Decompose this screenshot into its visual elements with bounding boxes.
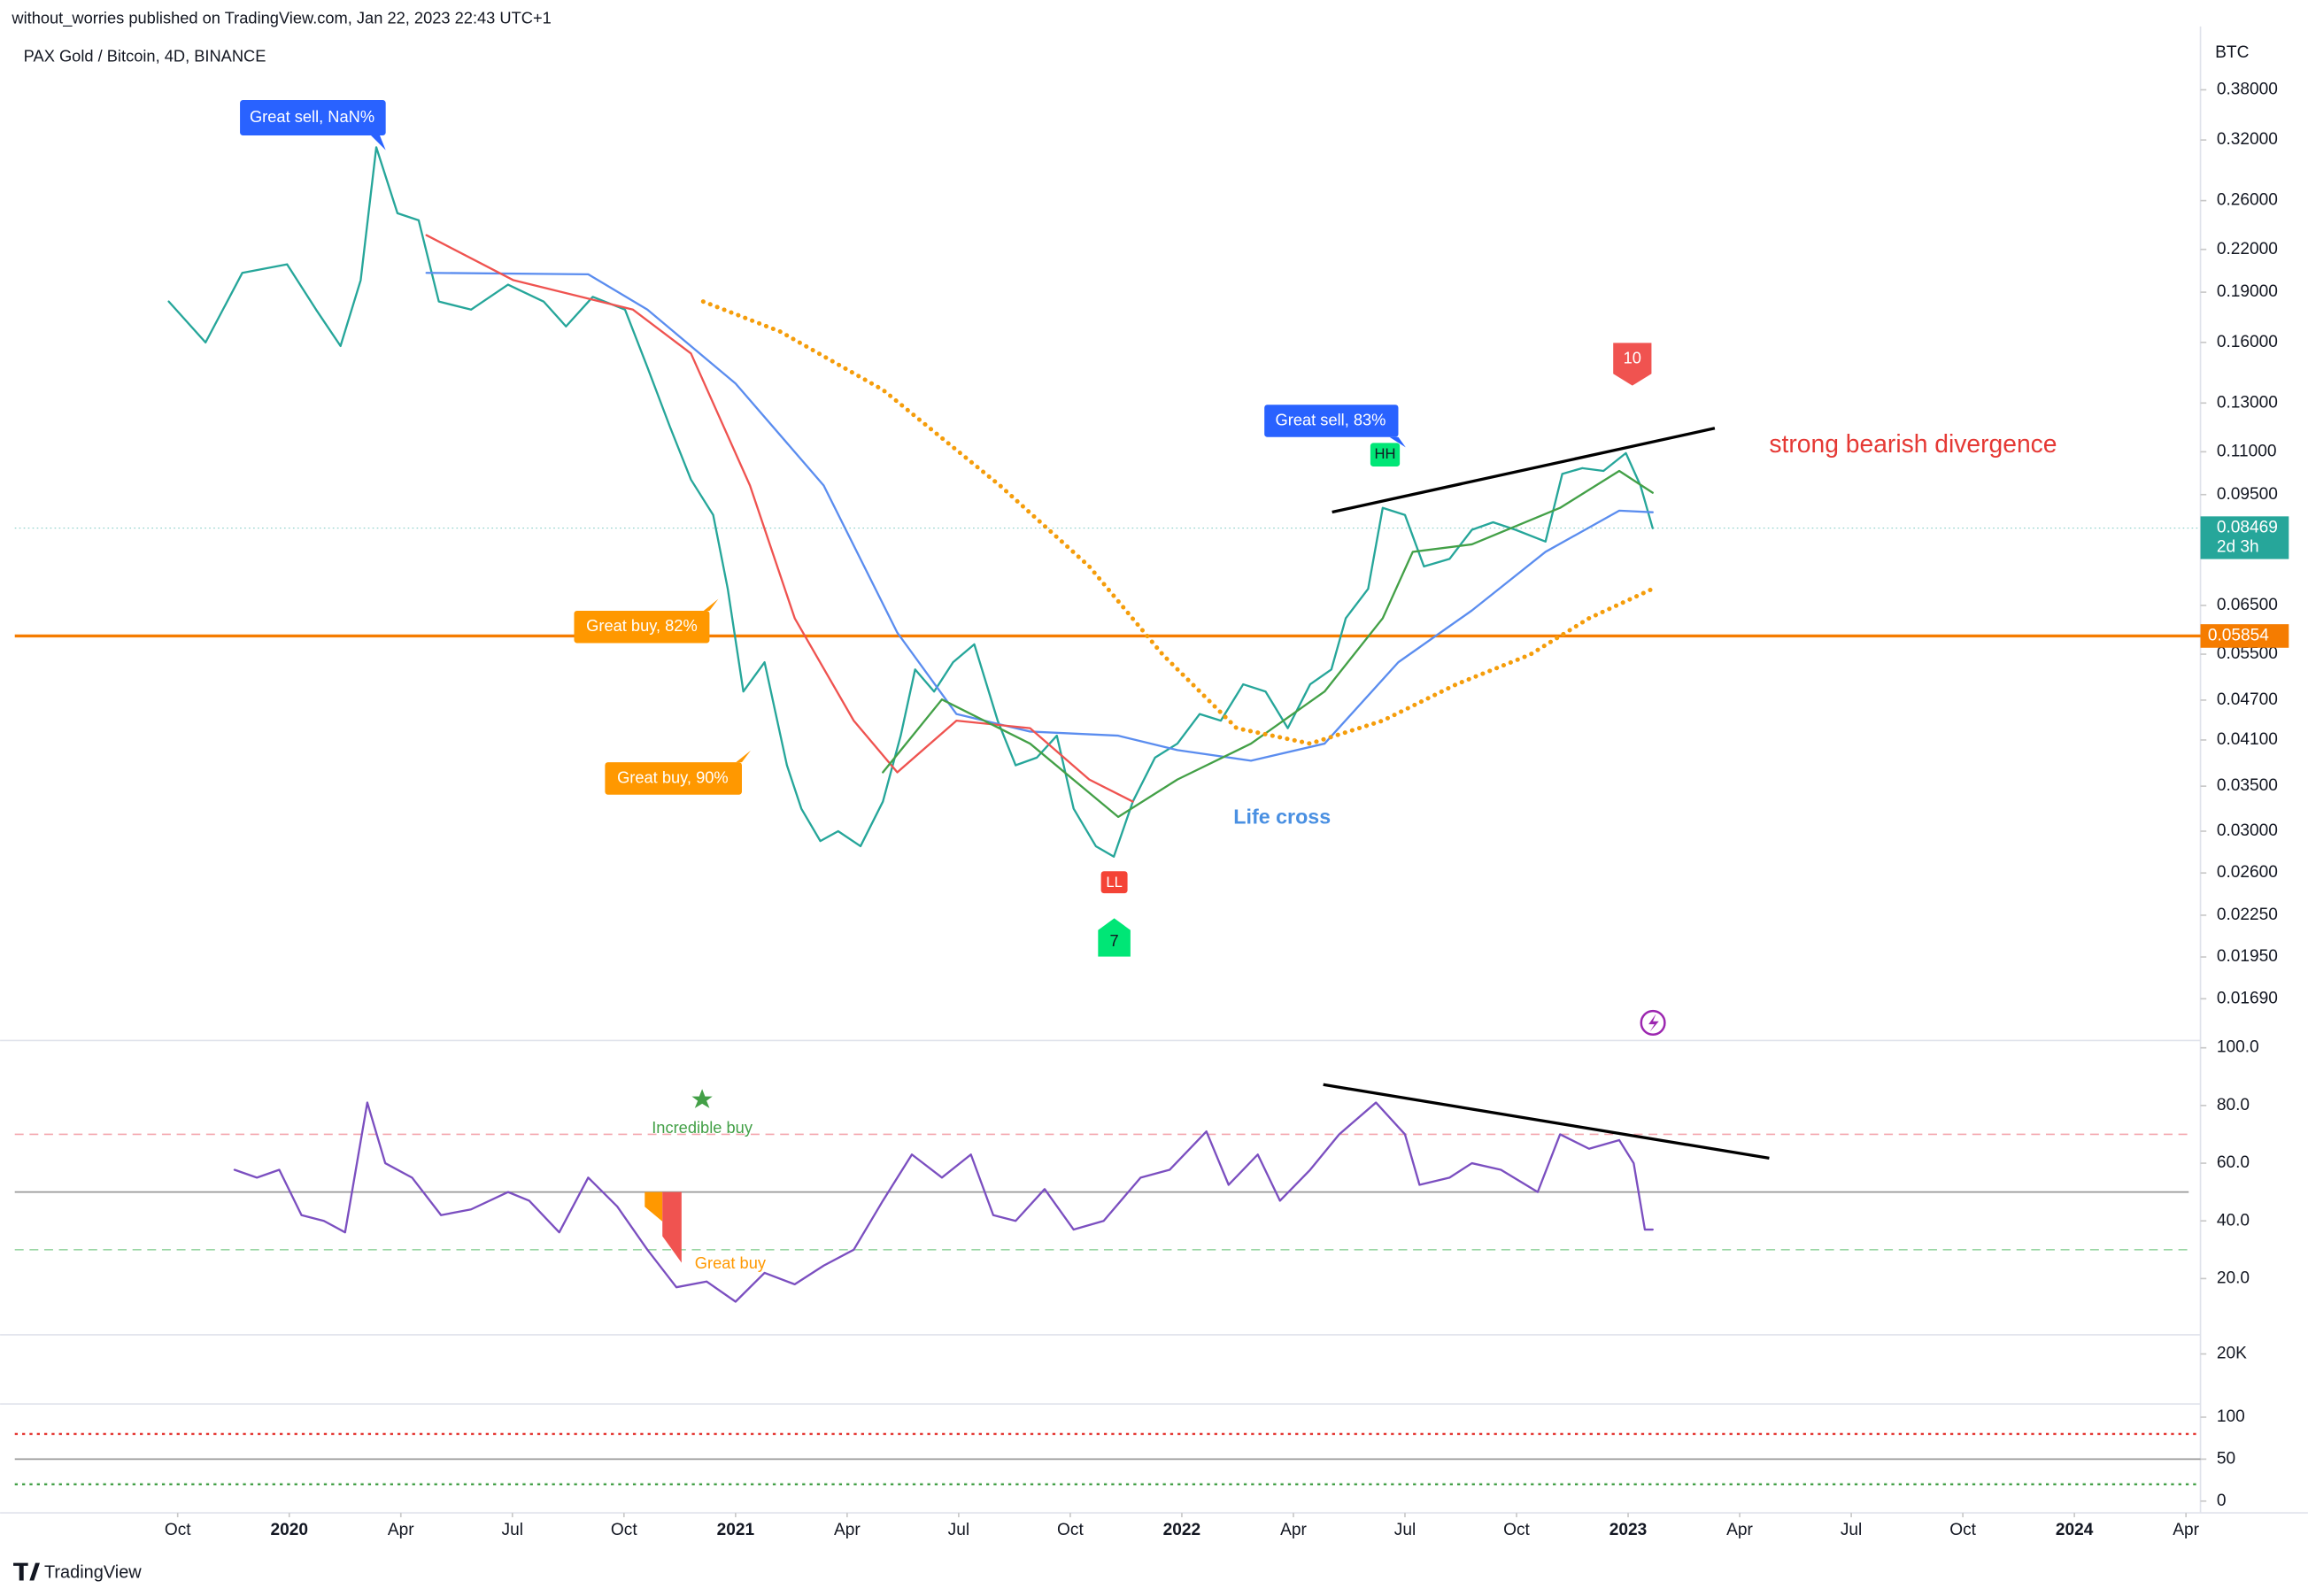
star-icon [691,1089,713,1108]
y-tick-label: 0.01950 [2217,947,2278,966]
ll-text: LL [1106,874,1122,891]
count-text: 7 [1110,931,1119,950]
x-tick-label: 2024 [2056,1521,2094,1539]
annotation-text: Great sell, NaN% [250,107,374,126]
x-tick-label: Oct [611,1521,637,1539]
series-line [425,272,1654,762]
x-tick-label: Apr [1726,1521,1753,1539]
y-tick-label: 80.0 [2217,1096,2250,1114]
y-tick-label: 0.11000 [2217,442,2277,460]
series-line [167,146,1654,858]
annotation-great-sell: Great sell, 83% [1264,405,1406,448]
y-tick-label: 100 [2217,1407,2245,1426]
y-tick-label: 0 [2217,1492,2227,1510]
x-tick-label: Oct [1057,1521,1084,1539]
y-tick-label: 0.04100 [2217,730,2278,749]
symbol-title: PAX Gold / Bitcoin, 4D, BINANCE [24,47,266,66]
annotation-text: Great buy, 82% [586,616,698,635]
y-tick-label: 0.22000 [2217,240,2278,258]
x-tick-label: Apr [2173,1521,2199,1539]
y-tick-label: 60.0 [2217,1153,2250,1172]
alert-icon[interactable] [1640,1009,1666,1036]
series-line [700,299,1656,746]
y-tick-label: 0.02250 [2217,906,2278,924]
x-tick-label: Oct [1503,1521,1530,1539]
x-tick-label: Jul [1394,1521,1416,1539]
x-tick-label: 2021 [717,1521,755,1539]
last-price-label: 0.08469 [2217,519,2278,537]
y-tick-label: 0.13000 [2217,393,2278,412]
x-tick-label: Apr [388,1521,414,1539]
annotation-great-buy: Great buy, 90% [605,750,751,795]
x-tick-label: Jul [948,1521,969,1539]
signal-shape [662,1191,682,1263]
series-line [233,1101,1654,1303]
footer-logo [13,1562,40,1581]
x-tick-label: 2023 [1609,1521,1648,1539]
hh-label: HH [1370,443,1401,467]
annotation-text: Great buy, 90% [617,767,729,786]
annotation-great-sell: Great sell, NaN% [240,100,386,150]
last-price-box [2200,516,2289,559]
ll-label: LL [1100,871,1128,894]
bar-countdown: 2d 3h [2217,537,2259,556]
x-tick-label: Oct [1949,1521,1976,1539]
signal-shape [645,1191,663,1222]
y-tick-label: 0.32000 [2217,130,2278,149]
x-tick-label: Apr [834,1521,861,1539]
x-tick-label: 2020 [270,1521,308,1539]
x-tick-label: Jul [1841,1521,1862,1539]
series-line [425,234,1134,803]
x-tick-label: 2022 [1163,1521,1201,1539]
sell-count-label: 10 [1613,343,1652,386]
price-trendline [1332,427,1716,514]
annotation-great-buy: Great buy, 82% [574,598,719,644]
hh-text: HH [1375,445,1396,462]
currency-label: BTC [2215,43,2249,62]
rsi-annotation: Great buy [695,1253,767,1272]
rsi-annotation: Incredible buy [652,1118,753,1137]
y-tick-label: 0.26000 [2217,191,2278,210]
y-tick-label: 0.09500 [2217,485,2278,504]
y-tick-label: 0.19000 [2217,282,2278,301]
byline: without_worries published on TradingView… [11,8,551,27]
y-tick-label: 50 [2217,1449,2235,1468]
divergence-text: strong bearish divergence [1769,429,2057,458]
y-tick-label: 0.06500 [2217,596,2278,614]
y-tick-label: 20.0 [2217,1268,2250,1287]
x-tick-label: Apr [1280,1521,1307,1539]
x-tick-label: Oct [165,1521,191,1539]
y-tick-label: 0.03500 [2217,776,2278,795]
level-price-label: 0.05854 [2208,627,2269,645]
y-tick-label: 0.38000 [2217,80,2278,98]
y-tick-label: 100.0 [2217,1038,2259,1057]
footer-logo-text: TradingView [44,1562,142,1582]
y-tick-label: 0.01690 [2217,989,2278,1007]
y-tick-label: 0.16000 [2217,333,2278,351]
life-cross-text: Life cross [1233,806,1331,829]
count-text: 10 [1624,348,1641,366]
level-price-box [2200,624,2289,648]
marks: Oct 2020 Apr Jul Oct 2021 Apr Jul Oct 2022 Apr Jul O… [14,80,2289,1539]
series-line [882,469,1654,819]
annotation-text: Great sell, 83% [1276,410,1386,428]
y-tick-label: 20K [2217,1345,2247,1363]
y-tick-label: 0.02600 [2217,863,2278,882]
rsi-trendline [1323,1083,1770,1160]
y-tick-label: 0.05500 [2217,644,2278,663]
x-tick-label: Jul [502,1521,523,1539]
y-tick-label: 0.03000 [2217,821,2278,840]
y-tick-label: 0.04700 [2217,690,2278,709]
buy-count-label: 7 [1098,918,1131,957]
y-tick-label: 40.0 [2217,1211,2250,1230]
